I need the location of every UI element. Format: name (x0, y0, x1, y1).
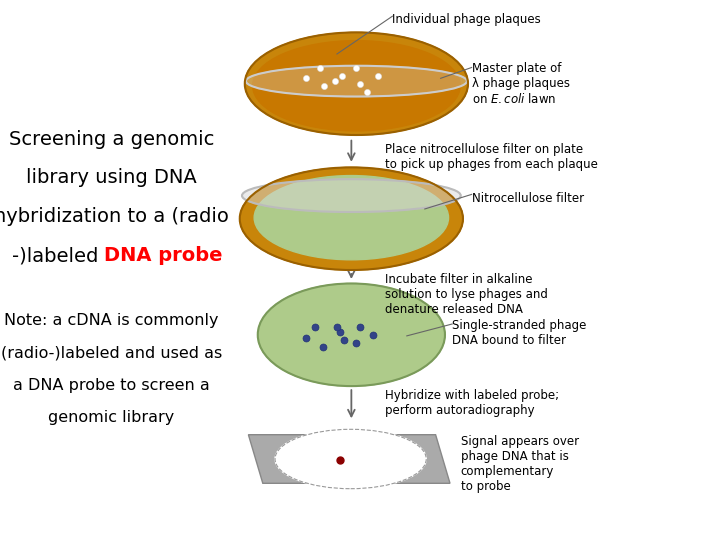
Ellipse shape (253, 40, 460, 131)
Text: Nitrocellulose filter: Nitrocellulose filter (472, 192, 584, 205)
Ellipse shape (242, 179, 461, 212)
Text: (radio-)labeled and used as: (radio-)labeled and used as (1, 346, 222, 361)
Ellipse shape (246, 66, 467, 97)
Text: Note: a cDNA is commonly: Note: a cDNA is commonly (4, 313, 219, 328)
Text: Single-stranded phage
DNA bound to filter: Single-stranded phage DNA bound to filte… (452, 319, 587, 347)
Text: a DNA probe to screen a: a DNA probe to screen a (13, 378, 210, 393)
Text: Screening a genomic: Screening a genomic (9, 130, 215, 148)
Polygon shape (248, 435, 450, 483)
Text: Incubate filter in alkaline
solution to lyse phages and
denature released DNA: Incubate filter in alkaline solution to … (385, 273, 548, 316)
Text: genomic library: genomic library (48, 410, 175, 426)
Ellipse shape (240, 167, 463, 270)
Text: -)labeled: -)labeled (12, 246, 104, 265)
Text: Master plate of
λ phage plaques
on $\it{E. coli}$ lawn: Master plate of λ phage plaques on $\it{… (472, 62, 570, 106)
Text: Individual phage plaques: Individual phage plaques (392, 14, 541, 26)
Ellipse shape (258, 284, 445, 386)
Text: Hybridize with labeled probe;
perform autoradiography: Hybridize with labeled probe; perform au… (385, 389, 559, 417)
Ellipse shape (254, 176, 449, 260)
Ellipse shape (275, 429, 426, 489)
Text: Signal appears over
phage DNA that is
complementary
to probe: Signal appears over phage DNA that is co… (461, 435, 579, 492)
Text: Place nitrocellulose filter on plate
to pick up phages from each plaque: Place nitrocellulose filter on plate to … (385, 143, 598, 171)
Text: library using DNA: library using DNA (26, 168, 197, 187)
Text: DNA probe: DNA probe (104, 246, 223, 265)
Ellipse shape (245, 32, 468, 135)
Text: hybridization to a (radio: hybridization to a (radio (0, 207, 229, 226)
